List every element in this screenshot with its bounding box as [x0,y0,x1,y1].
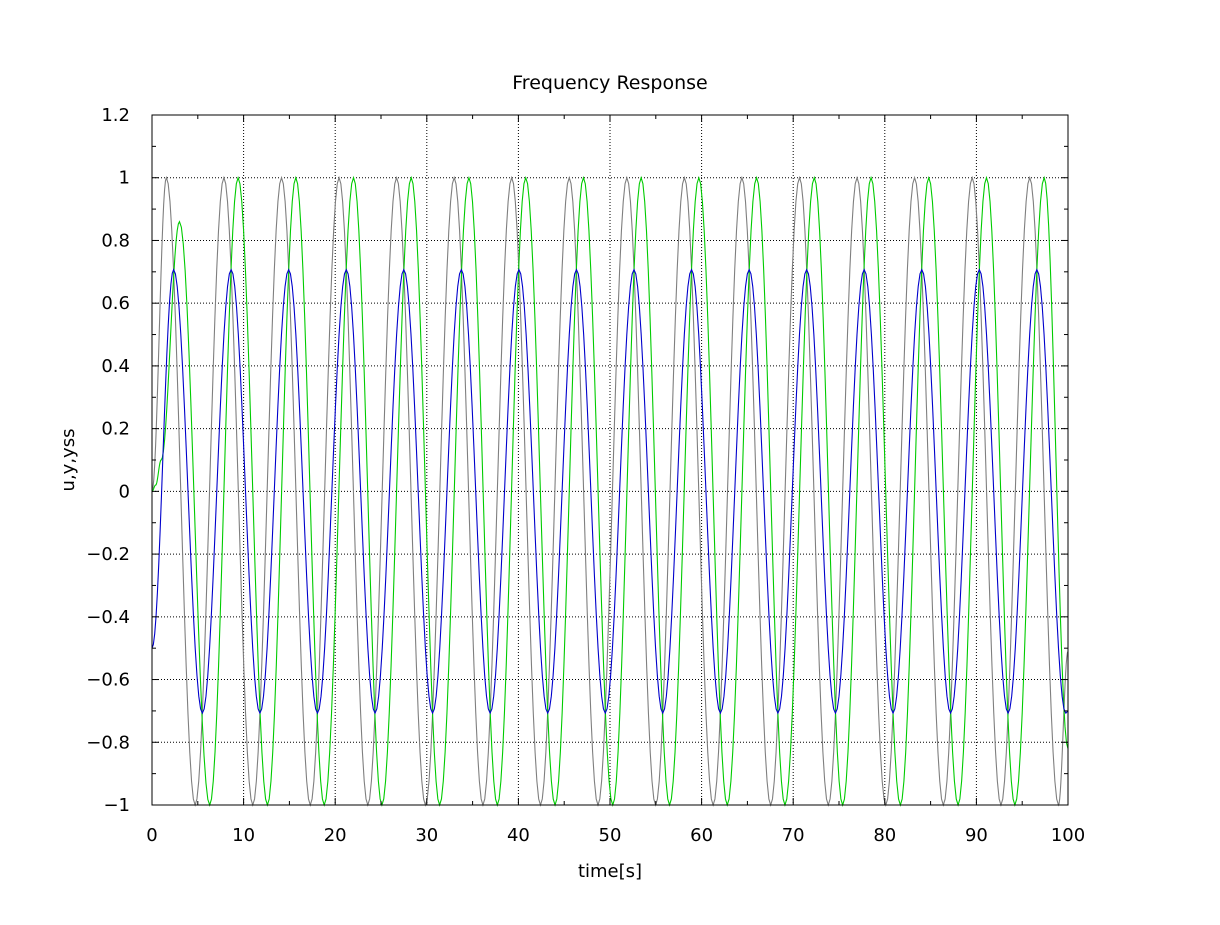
x-tick-label: 30 [415,825,438,846]
x-tick-label: 90 [965,825,988,846]
x-axis-label: time[s] [578,861,642,882]
y-tick-label: 0.4 [101,356,130,377]
y-tick-label: −0.2 [86,544,130,565]
x-tick-label: 40 [507,825,530,846]
y-tick-labels: −1 −0.8 −0.6 −0.4 −0.2 0 0.2 0.4 0.6 0.8 1 1.2 [86,105,130,816]
series-line-1 [151,175,1069,807]
y-tick-label: 0 [119,481,130,502]
y-tick-label: 1 [119,168,130,189]
y-axis-label: u,y,yss [58,429,79,492]
x-tick-label: 50 [599,825,622,846]
y-tick-label: −1 [103,795,130,816]
x-tick-label: 70 [782,825,805,846]
x-tick-label: 60 [690,825,713,846]
axis-ticks [151,114,1069,806]
y-tick-label: −0.6 [86,670,130,691]
series-line-2 [151,175,1069,807]
y-tick-label: 0.6 [101,293,130,314]
y-tick-label: 1.2 [101,105,130,126]
chart-title: Frequency Response [512,72,707,94]
y-tick-label: 0.8 [101,230,130,251]
y-tick-label: −0.8 [86,732,130,753]
y-tick-label: 0.2 [101,419,130,440]
x-tick-labels: 0 10 20 30 40 50 60 70 80 90 100 [146,825,1085,846]
y-tick-label: −0.4 [86,607,130,628]
x-tick-label: 20 [324,825,347,846]
series-line-3 [151,268,1069,715]
x-tick-label: 80 [873,825,896,846]
x-tick-label: 100 [1051,825,1085,846]
data-series [151,175,1069,807]
x-tick-label: 10 [232,825,255,846]
x-tick-label: 0 [146,825,157,846]
